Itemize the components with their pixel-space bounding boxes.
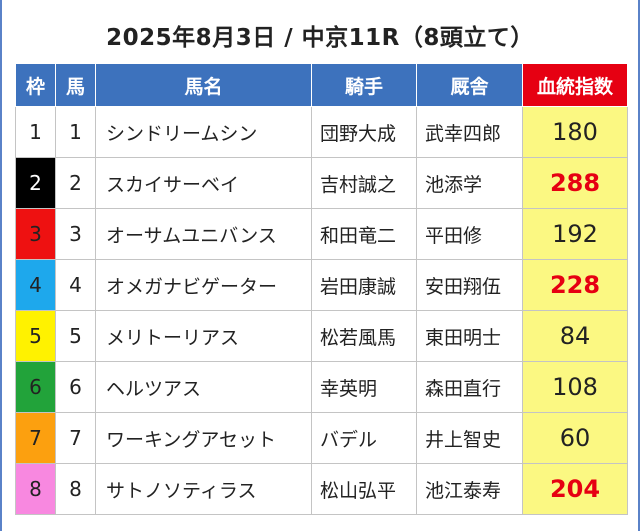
trainer-cell: 平田修 xyxy=(416,208,523,260)
jockey-cell: 松山弘平 xyxy=(311,463,417,515)
table-body: 1 1 シンドリームシン 団野大成 武幸四郎 180 2 2 スカイサーベイ 吉村誠之 池添学 288… xyxy=(15,106,628,515)
header-uma: 馬 xyxy=(55,63,96,107)
trainer-cell: 井上智史 xyxy=(416,412,523,464)
horse-name-cell: メリトーリアス xyxy=(95,310,312,362)
jockey-cell: バデル xyxy=(311,412,417,464)
horse-number-cell: 3 xyxy=(55,208,96,260)
pedigree-index-cell: 228 xyxy=(522,259,628,311)
waku-cell: 7 xyxy=(15,412,56,464)
horse-name-cell: オーサムユニバンス xyxy=(95,208,312,260)
table-row: 4 4 オメガナビゲーター 岩田康誠 安田翔伍 228 xyxy=(15,259,628,311)
race-table: 枠 馬 馬名 騎手 厩舎 血統指数 1 1 シンドリームシン 団野大成 武幸四郎 180 2… xyxy=(15,63,628,515)
trainer-cell: 武幸四郎 xyxy=(416,106,523,158)
jockey-cell: 幸英明 xyxy=(311,361,417,413)
horse-number-cell: 1 xyxy=(55,106,96,158)
horse-name-cell: シンドリームシン xyxy=(95,106,312,158)
trainer-cell: 池添学 xyxy=(416,157,523,209)
pedigree-index-cell: 108 xyxy=(522,361,628,413)
table-row: 8 8 サトノソティラス 松山弘平 池江泰寿 204 xyxy=(15,463,628,515)
header-trainer: 厩舎 xyxy=(416,63,523,107)
horse-name-cell: スカイサーベイ xyxy=(95,157,312,209)
table-row: 3 3 オーサムユニバンス 和田竜二 平田修 192 xyxy=(15,208,628,260)
horse-name-cell: ワーキングアセット xyxy=(95,412,312,464)
trainer-cell: 池江泰寿 xyxy=(416,463,523,515)
horse-number-cell: 2 xyxy=(55,157,96,209)
horse-name-cell: サトノソティラス xyxy=(95,463,312,515)
waku-cell: 3 xyxy=(15,208,56,260)
pedigree-index-cell: 84 xyxy=(522,310,628,362)
jockey-cell: 岩田康誠 xyxy=(311,259,417,311)
jockey-cell: 吉村誠之 xyxy=(311,157,417,209)
waku-cell: 5 xyxy=(15,310,56,362)
pedigree-index-cell: 60 xyxy=(522,412,628,464)
pedigree-index-cell: 192 xyxy=(522,208,628,260)
waku-cell: 1 xyxy=(15,106,56,158)
header-index: 血統指数 xyxy=(522,63,628,107)
header-row: 枠 馬 馬名 騎手 厩舎 血統指数 xyxy=(15,63,628,107)
waku-cell: 2 xyxy=(15,157,56,209)
table-row: 6 6 ヘルツアス 幸英明 森田直行 108 xyxy=(15,361,628,413)
waku-cell: 4 xyxy=(15,259,56,311)
pedigree-index-cell: 204 xyxy=(522,463,628,515)
table-row: 7 7 ワーキングアセット バデル 井上智史 60 xyxy=(15,412,628,464)
horse-number-cell: 5 xyxy=(55,310,96,362)
jockey-cell: 松若風馬 xyxy=(311,310,417,362)
jockey-cell: 団野大成 xyxy=(311,106,417,158)
table-row: 2 2 スカイサーベイ 吉村誠之 池添学 288 xyxy=(15,157,628,209)
header-name: 馬名 xyxy=(95,63,312,107)
horse-number-cell: 6 xyxy=(55,361,96,413)
table-row: 1 1 シンドリームシン 団野大成 武幸四郎 180 xyxy=(15,106,628,158)
waku-cell: 8 xyxy=(15,463,56,515)
horse-number-cell: 8 xyxy=(55,463,96,515)
header-jockey: 騎手 xyxy=(311,63,417,107)
horse-name-cell: オメガナビゲーター xyxy=(95,259,312,311)
jockey-cell: 和田竜二 xyxy=(311,208,417,260)
table-row: 5 5 メリトーリアス 松若風馬 東田明士 84 xyxy=(15,310,628,362)
page-title: 2025年8月3日 / 中京11R（8頭立て） xyxy=(106,25,534,51)
horse-name-cell: ヘルツアス xyxy=(95,361,312,413)
trainer-cell: 安田翔伍 xyxy=(416,259,523,311)
header-waku: 枠 xyxy=(15,63,56,107)
pedigree-index-cell: 180 xyxy=(522,106,628,158)
horse-number-cell: 7 xyxy=(55,412,96,464)
horse-number-cell: 4 xyxy=(55,259,96,311)
pedigree-index-cell: 288 xyxy=(522,157,628,209)
trainer-cell: 森田直行 xyxy=(416,361,523,413)
trainer-cell: 東田明士 xyxy=(416,310,523,362)
waku-cell: 6 xyxy=(15,361,56,413)
